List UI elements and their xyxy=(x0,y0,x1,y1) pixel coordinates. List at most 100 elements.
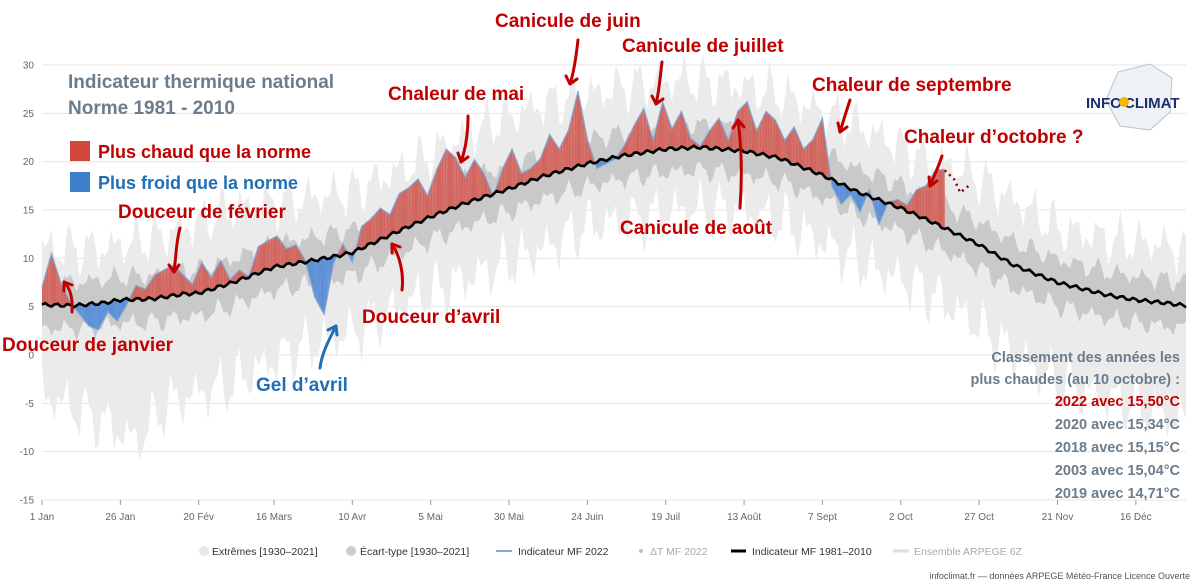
arrow-juillet xyxy=(654,60,664,106)
annotation-arrows xyxy=(62,38,944,370)
warm-anomaly-segment xyxy=(554,141,556,173)
cold-anomaly-segment xyxy=(109,301,111,315)
warm-anomaly-segment xyxy=(643,108,646,153)
warm-anomaly-segment xyxy=(521,172,524,185)
warm-anomaly-segment xyxy=(637,116,640,154)
warm-anomaly-segment xyxy=(252,261,254,276)
warm-anomaly-segment xyxy=(154,274,157,299)
legend-item-extremes[interactable]: Extrêmes [1930–2021] xyxy=(199,546,318,558)
warm-anomaly-segment xyxy=(408,186,411,227)
warm-anomaly-segment xyxy=(162,269,165,298)
warm-anomaly-segment xyxy=(219,260,221,287)
warm-anomaly-segment xyxy=(59,277,61,306)
legend-item-delta[interactable]: ΔT MF 2022 xyxy=(639,546,708,558)
warm-anomaly-segment xyxy=(717,118,719,149)
warm-anomaly-segment xyxy=(661,101,663,150)
x-tick-label: 10 Avr xyxy=(338,512,367,523)
warm-anomaly-segment xyxy=(805,145,807,169)
france-map-icon xyxy=(1105,63,1173,131)
cold-anomaly-segment xyxy=(85,304,88,325)
x-axis: 1 Jan 26 Jan 20 Fév 16 Mars 10 Avr 5 Mai 30 Ma… xyxy=(30,500,1152,523)
ranking-entry: 2019 avec 14,71°C xyxy=(1055,486,1181,502)
warm-anomaly-segment xyxy=(505,158,508,190)
annotation-chaleur-mai: Chaleur de mai xyxy=(388,84,524,105)
warm-anomaly-segment xyxy=(565,133,567,170)
warm-anomaly-segment xyxy=(510,149,513,189)
warm-anomaly-segment xyxy=(817,125,820,174)
warm-anomaly-segment xyxy=(537,160,539,179)
warm-anomaly-segment xyxy=(927,180,929,221)
cold-anomaly-segment xyxy=(831,179,834,189)
warm-anomaly-segment xyxy=(798,138,801,167)
warm-anomaly-segment xyxy=(552,139,555,174)
warm-anomaly-segment xyxy=(587,139,589,164)
annotation-canicule-juillet: Canicule de juillet xyxy=(622,36,784,57)
cold-anomaly-segment xyxy=(842,184,845,203)
warm-anomaly-segment xyxy=(922,186,925,219)
warm-anomaly-segment xyxy=(264,241,267,271)
warm-anomaly-segment xyxy=(708,130,710,148)
warm-anomaly-segment xyxy=(380,208,383,240)
y-tick-label: -5 xyxy=(25,399,34,410)
warm-anomaly-segment xyxy=(295,244,298,264)
warm-anomaly-segment xyxy=(753,121,755,154)
warm-anomaly-segment xyxy=(53,258,55,306)
warm-anomaly-segment xyxy=(139,286,141,300)
ranking-entry: 2003 avec 15,04°C xyxy=(1055,463,1181,479)
warm-anomaly-segment xyxy=(471,162,473,202)
warm-anomaly-segment xyxy=(361,225,364,249)
warm-anomaly-segment xyxy=(820,118,823,176)
warm-anomaly-segment xyxy=(919,187,922,218)
ranking-entry: 2018 avec 15,15°C xyxy=(1055,440,1181,456)
warm-anomaly-segment xyxy=(584,123,586,165)
warm-anomaly-segment xyxy=(440,159,442,214)
cold-anomaly-segment xyxy=(838,182,840,202)
warm-anomaly-segment xyxy=(711,126,713,149)
y-tick-label: 0 xyxy=(28,351,34,362)
cold-anomaly-segment xyxy=(855,190,857,207)
legend-item-ecart-type[interactable]: Écart-type [1930–2021] xyxy=(346,545,469,558)
legend-item-indicateur-2022[interactable]: Indicateur MF 2022 xyxy=(496,546,609,558)
warm-anomaly-segment xyxy=(748,106,751,153)
warm-anomaly-segment xyxy=(46,264,49,305)
cold-anomaly-segment xyxy=(841,184,843,205)
warm-anomaly-segment xyxy=(502,165,505,191)
cold-anomaly-segment xyxy=(84,304,86,323)
warm-anomaly-segment xyxy=(750,111,752,153)
warm-anomaly-segment xyxy=(676,117,679,149)
warm-anomaly-segment xyxy=(479,166,481,199)
warm-anomaly-segment xyxy=(573,104,575,168)
warm-anomaly-segment xyxy=(659,108,661,151)
warm-anomaly-segment xyxy=(385,211,387,238)
y-tick-label: 30 xyxy=(23,61,35,72)
arrow-fevrier xyxy=(172,226,182,274)
cold-anomaly-segment xyxy=(599,160,602,167)
legend-item-normale[interactable]: Indicateur MF 1981–2010 xyxy=(731,546,872,558)
warm-anomaly-segment xyxy=(642,108,644,153)
warm-anomaly-segment xyxy=(797,134,799,166)
warm-anomaly-segment xyxy=(632,124,635,155)
warm-anomaly-segment xyxy=(679,111,682,149)
warm-anomaly-segment xyxy=(280,240,282,266)
warm-anomaly-segment xyxy=(672,125,674,149)
warm-anomaly-segment xyxy=(266,240,268,271)
annotation-canicule-juin: Canicule de juin xyxy=(495,11,641,32)
warm-anomaly-segment xyxy=(924,185,926,220)
cold-anomaly-segment xyxy=(90,304,93,328)
warm-anomaly-segment xyxy=(368,220,370,246)
warm-anomaly-segment xyxy=(200,262,202,293)
series-lines xyxy=(41,90,1187,331)
warm-anomaly-segment xyxy=(664,106,666,150)
warm-anomaly-segment xyxy=(822,118,824,176)
legend-item-arpege[interactable]: Ensemble ARPEGE 6Z xyxy=(893,546,1023,558)
cold-anomaly-segment xyxy=(845,186,848,200)
warm-anomaly-segment xyxy=(383,210,386,238)
annotation-douceur-fevrier: Douceur de février xyxy=(118,202,286,223)
cold-anomaly-segment xyxy=(96,303,99,330)
cold-anomaly-segment xyxy=(111,301,113,317)
warm-anomaly-segment xyxy=(628,134,630,155)
warm-anomaly-segment xyxy=(51,253,53,306)
warm-anomaly-segment xyxy=(291,246,293,265)
warm-anomaly-segment xyxy=(267,240,270,270)
warm-anomaly-segment xyxy=(145,286,147,300)
